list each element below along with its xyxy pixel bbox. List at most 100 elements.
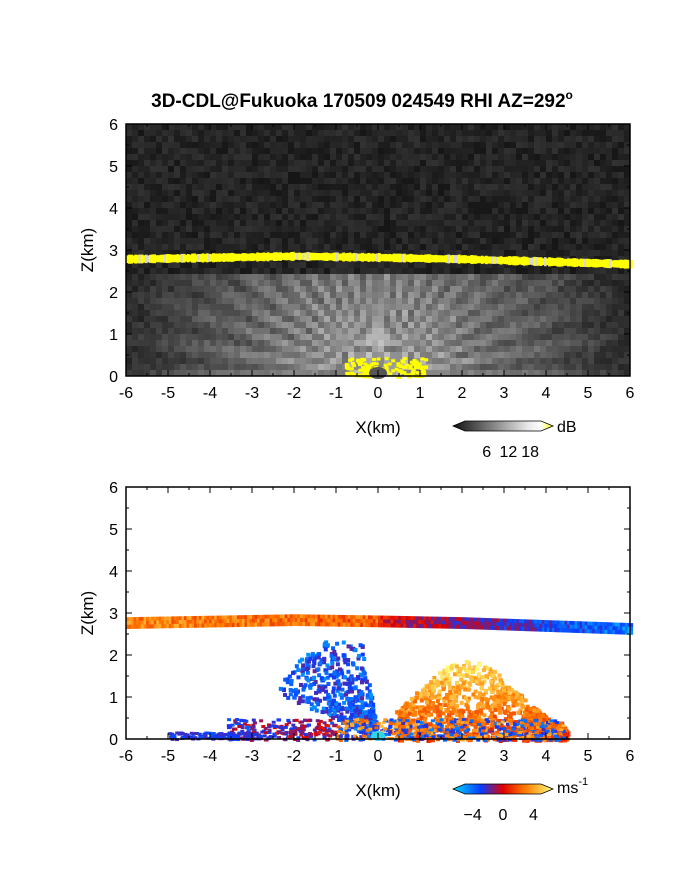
- reflectivity-cell: [618, 226, 625, 233]
- reflectivity-cell: [216, 370, 223, 377]
- reflectivity-cell: [192, 370, 199, 377]
- surface-echo-cell: [417, 362, 422, 366]
- reflectivity-cell: [168, 196, 175, 203]
- reflectivity-cell: [522, 328, 529, 335]
- reflectivity-cell: [222, 352, 229, 359]
- velocity-cell: [423, 616, 427, 621]
- surface-echo-cell: [384, 366, 389, 370]
- reflectivity-cell: [282, 298, 289, 305]
- reflectivity-cell: [462, 304, 469, 311]
- reflectivity-cell: [486, 244, 493, 251]
- velocity-cell: [284, 621, 288, 627]
- reflectivity-cell: [348, 280, 355, 287]
- reflectivity-cell: [192, 340, 199, 347]
- reflectivity-cell: [186, 172, 193, 179]
- velocity-cell: [372, 619, 377, 624]
- velocity-cell: [468, 621, 472, 626]
- reflectivity-cell: [516, 262, 523, 269]
- reflectivity-cell: [186, 184, 193, 191]
- reflectivity-cell: [174, 172, 181, 179]
- reflectivity-cell: [252, 250, 259, 257]
- reflectivity-cell: [234, 298, 241, 305]
- reflectivity-cell: [306, 328, 313, 335]
- reflectivity-cell: [486, 304, 493, 311]
- reflectivity-cell: [384, 268, 391, 275]
- reflectivity-cell: [474, 310, 481, 317]
- reflectivity-cell: [426, 268, 433, 275]
- reflectivity-cell: [606, 274, 613, 281]
- reflectivity-cell: [612, 178, 619, 185]
- reflectivity-cell: [468, 268, 475, 275]
- velocity-cell: [322, 676, 327, 681]
- velocity-cell: [448, 616, 452, 622]
- reflectivity-cell: [228, 226, 235, 233]
- reflectivity-cell: [552, 274, 559, 281]
- reflectivity-cell: [258, 334, 265, 341]
- reflectivity-cell: [552, 232, 559, 239]
- reflectivity-cell: [588, 304, 595, 311]
- velocity-cell: [310, 653, 315, 658]
- reflectivity-cell: [228, 244, 235, 251]
- reflectivity-cell: [564, 154, 571, 161]
- reflectivity-cell: [492, 280, 499, 287]
- velocity-cell: [344, 692, 349, 697]
- reflectivity-cell: [384, 226, 391, 233]
- reflectivity-cell: [126, 346, 133, 353]
- reflectivity-cell: [234, 358, 241, 365]
- reflectivity-cell: [132, 238, 139, 245]
- reflectivity-cell: [204, 298, 211, 305]
- reflectivity-cell: [216, 358, 223, 365]
- velocity-cell: [619, 630, 624, 635]
- reflectivity-cell: [468, 214, 475, 221]
- velocity-cell: [380, 619, 384, 624]
- reflectivity-cell: [204, 196, 211, 203]
- velocity-cell: [236, 615, 240, 620]
- reflectivity-cell: [198, 238, 205, 245]
- reflectivity-cell: [180, 220, 187, 227]
- echo-layer-cell: [623, 259, 627, 269]
- reflectivity-cell: [324, 130, 331, 137]
- reflectivity-cell: [246, 166, 253, 173]
- reflectivity-cell: [582, 298, 589, 305]
- reflectivity-cell: [426, 298, 433, 305]
- reflectivity-cell: [624, 232, 631, 239]
- reflectivity-cell: [414, 136, 421, 143]
- reflectivity-cell: [546, 160, 553, 167]
- velocity-cell: [398, 615, 402, 621]
- reflectivity-cell: [228, 136, 235, 143]
- velocity-cell: [582, 625, 586, 630]
- reflectivity-cell: [594, 184, 601, 191]
- reflectivity-cell: [324, 172, 331, 179]
- velocity-cell: [360, 615, 364, 620]
- reflectivity-cell: [150, 178, 157, 185]
- reflectivity-cell: [198, 340, 205, 347]
- reflectivity-cell: [426, 142, 433, 149]
- reflectivity-cell: [126, 310, 133, 317]
- echo-layer-cell: [514, 256, 518, 266]
- reflectivity-cell: [234, 334, 241, 341]
- reflectivity-cell: [294, 268, 301, 275]
- velocity-cell: [259, 622, 263, 627]
- reflectivity-cell: [138, 358, 145, 365]
- reflectivity-cell: [588, 220, 595, 227]
- velocity-cell: [287, 614, 291, 619]
- reflectivity-cell: [564, 280, 571, 287]
- reflectivity-cell: [582, 310, 589, 317]
- reflectivity-cell: [384, 232, 391, 239]
- velocity-cell: [186, 616, 190, 621]
- velocity-cell: [352, 622, 356, 627]
- reflectivity-cell: [348, 190, 355, 197]
- reflectivity-cell: [306, 286, 313, 293]
- reflectivity-cell: [480, 310, 487, 317]
- reflectivity-cell: [222, 262, 229, 269]
- reflectivity-cell: [390, 196, 397, 203]
- reflectivity-cell: [498, 220, 505, 227]
- reflectivity-cell: [462, 130, 469, 137]
- reflectivity-cell: [294, 370, 301, 377]
- echo-layer-cell: [420, 254, 423, 263]
- reflectivity-cell: [156, 190, 163, 197]
- reflectivity-cell: [420, 166, 427, 173]
- reflectivity-cell: [438, 328, 445, 335]
- reflectivity-cell: [210, 190, 217, 197]
- reflectivity-cell: [426, 364, 433, 371]
